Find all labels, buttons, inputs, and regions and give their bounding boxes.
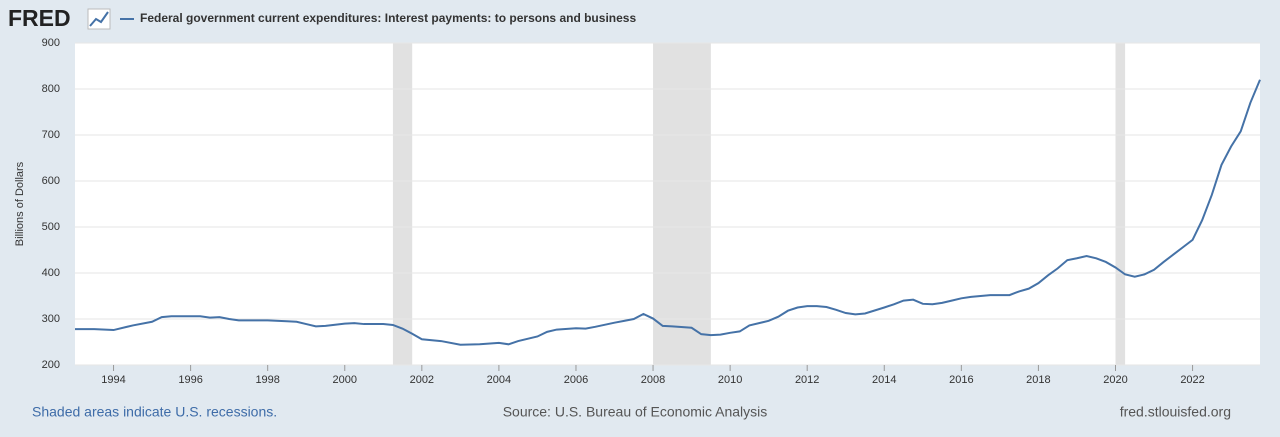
y-axis-label: Billions of Dollars (14, 161, 26, 246)
x-tick-label: 1996 (178, 374, 202, 386)
x-tick-label: 2002 (410, 374, 434, 386)
x-tick-label: 1994 (101, 374, 125, 386)
recession-band (392, 43, 413, 365)
legend-label: Federal government current expenditures:… (140, 11, 636, 25)
logo: FRED (8, 5, 71, 31)
y-tick-label: 500 (42, 221, 60, 233)
y-tick-label: 300 (42, 313, 60, 325)
x-tick-label: 2006 (564, 374, 588, 386)
x-tick-label: 2000 (333, 374, 357, 386)
y-tick-label: 600 (42, 175, 60, 187)
x-tick-label: 2004 (487, 374, 511, 386)
logo-icon (87, 8, 111, 30)
recession-note: Shaded areas indicate U.S. recessions. (32, 404, 277, 420)
y-tick-label: 400 (42, 267, 60, 279)
y-tick-label: 700 (42, 129, 60, 141)
x-tick-label: 2008 (641, 374, 665, 386)
data-line (75, 79, 1261, 346)
source: Source: U.S. Bureau of Economic Analysis (503, 404, 768, 420)
recession-band (1115, 43, 1126, 365)
y-tick-label: 900 (42, 37, 60, 49)
x-tick-label: 2022 (1180, 374, 1204, 386)
y-tick-label: 200 (42, 359, 60, 371)
x-tick-label: 2016 (949, 374, 973, 386)
x-tick-label: 2018 (1026, 374, 1050, 386)
y-tick-label: 800 (42, 83, 60, 95)
recession-band (653, 43, 711, 365)
x-tick-label: 2014 (872, 374, 896, 386)
x-tick-label: 2020 (1103, 374, 1127, 386)
x-tick-label: 1998 (255, 374, 279, 386)
site: fred.stlouisfed.org (1120, 404, 1231, 420)
x-tick-label: 2010 (718, 374, 742, 386)
x-tick-label: 2012 (795, 374, 819, 386)
